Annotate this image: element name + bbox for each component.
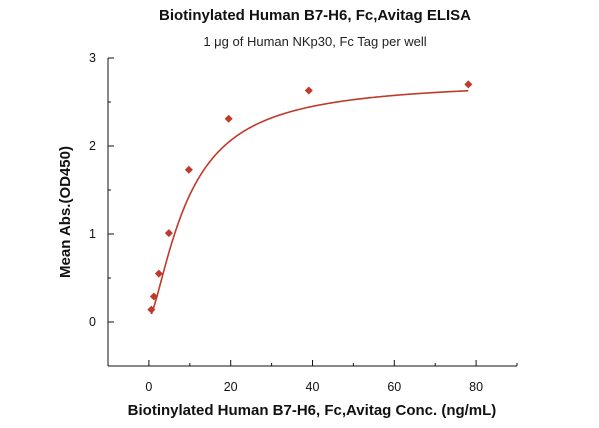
fit-curves xyxy=(150,89,469,315)
y-tick-label-3: 3 xyxy=(89,51,96,65)
axes xyxy=(107,58,517,367)
chart-subtitle: 1 μg of Human NKp30, Fc Tag per well xyxy=(203,34,426,49)
data-point xyxy=(224,114,233,123)
data-point xyxy=(149,292,158,301)
data-point xyxy=(147,305,156,314)
data-point xyxy=(154,269,163,278)
data-point xyxy=(184,165,193,174)
data-point xyxy=(464,80,473,89)
y-axis-label: Mean Abs.(OD450) xyxy=(57,146,74,278)
x-tick-label-60: 60 xyxy=(387,380,401,394)
x-axis-label: Biotinylated Human B7-H6, Fc,Avitag Conc… xyxy=(128,402,497,419)
x-tick-label-20: 20 xyxy=(224,380,238,394)
y-tick-label-0: 0 xyxy=(89,315,96,329)
fit-curve xyxy=(150,89,469,315)
x-tick-label-40: 40 xyxy=(306,380,320,394)
y-tick-label-1: 1 xyxy=(89,227,96,241)
chart-title: Biotinylated Human B7-H6, Fc,Avitag ELIS… xyxy=(159,7,471,24)
x-tick-label-0: 0 xyxy=(145,380,152,394)
x-tick-label-80: 80 xyxy=(469,380,483,394)
tick-labels: 0 1 2 3 0 20 40 60 80 xyxy=(89,51,483,394)
data-point xyxy=(164,229,173,238)
tick-marks xyxy=(107,57,518,367)
y-tick-label-2: 2 xyxy=(89,139,96,153)
data-point xyxy=(304,86,313,95)
data-points xyxy=(147,80,473,314)
